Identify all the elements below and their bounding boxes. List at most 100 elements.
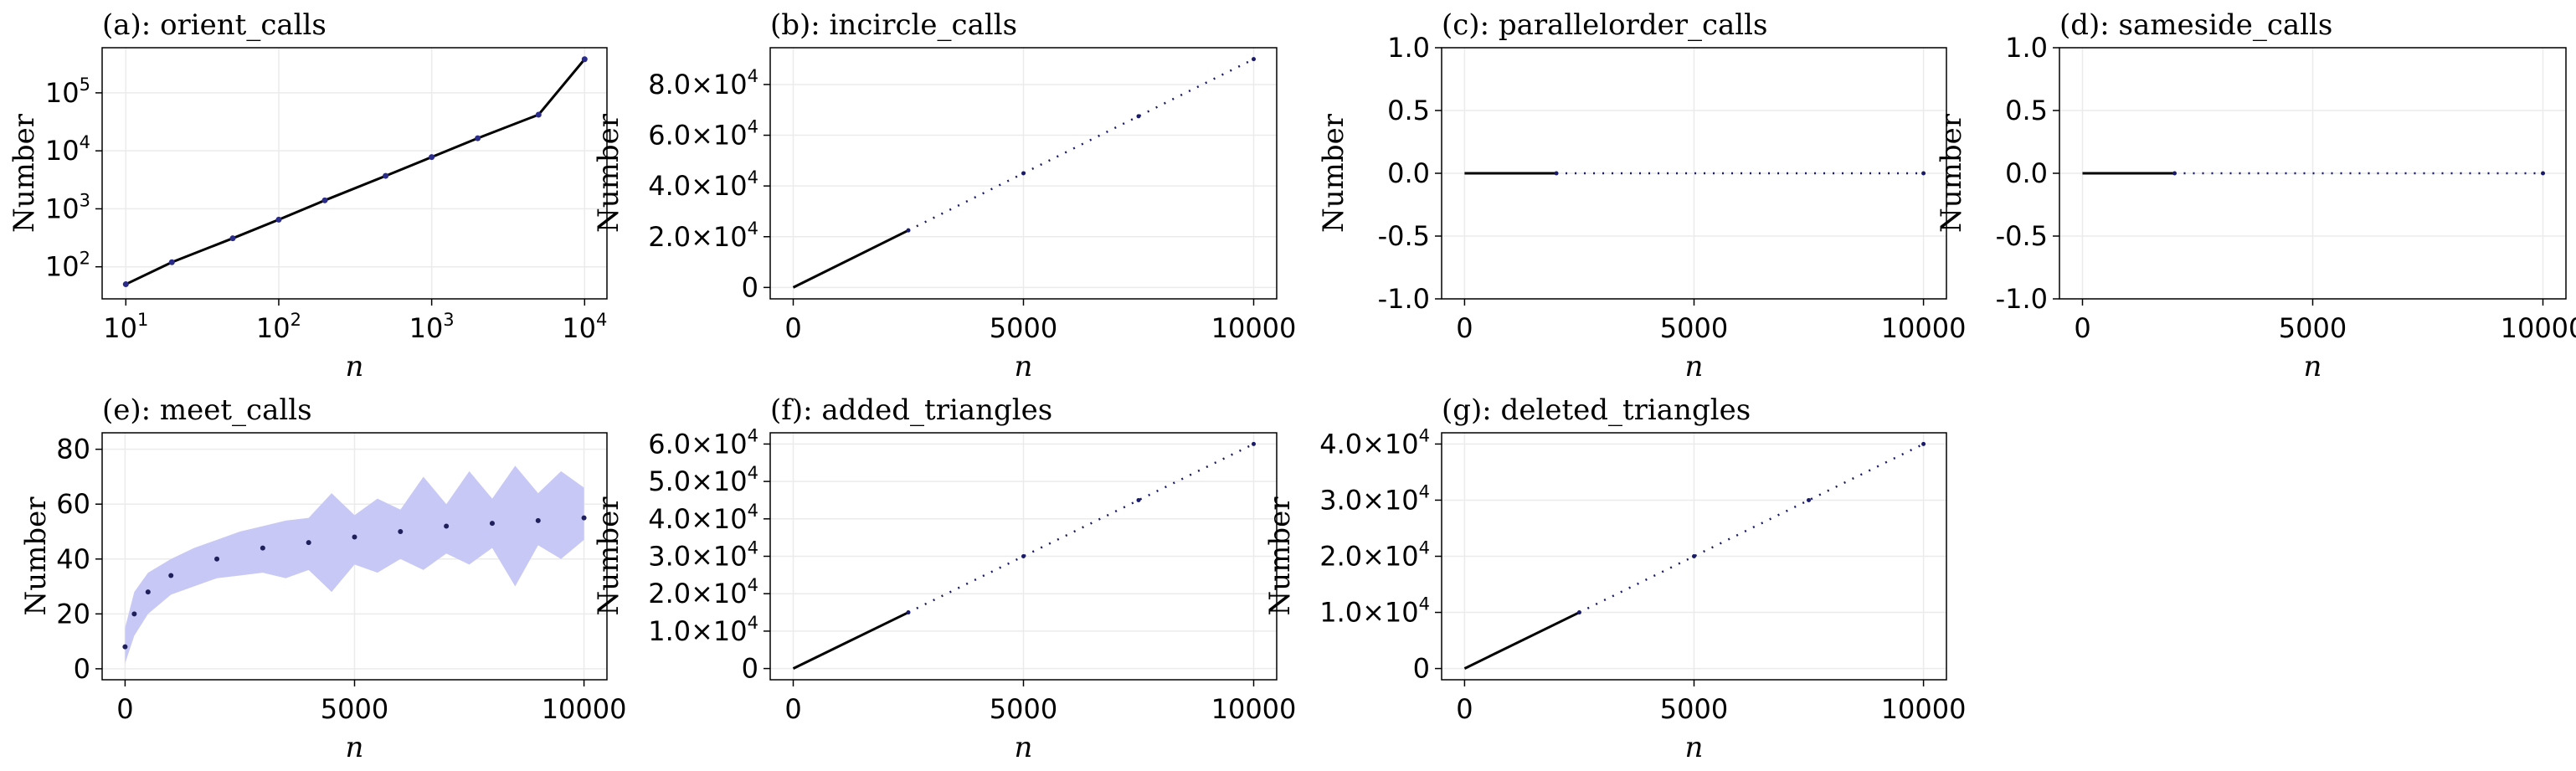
data-point (581, 56, 588, 63)
y-tick-label: 1.0 (1387, 32, 1430, 64)
y-tick-label: 0 (1413, 653, 1430, 685)
y-tick-label: 4.0×104 (648, 167, 758, 202)
panel-b: 0 5000 10000 0 2.0×104 4.0×104 6.0×104 8.0×104 (… (592, 8, 1296, 383)
y-tick-label: 0 (742, 653, 758, 685)
series-line (1463, 611, 1581, 670)
series-line (792, 611, 909, 670)
y-tick-label: 104 (45, 132, 90, 167)
y-tick-label: 5.0×104 (648, 463, 758, 497)
data-point (535, 517, 541, 523)
data-point (1252, 57, 1256, 62)
data-point (2541, 171, 2545, 176)
data-point (131, 611, 137, 617)
y-tick-label: 3.0×104 (1319, 481, 1430, 516)
range-band (125, 465, 584, 664)
x-axis-label: n (346, 731, 364, 764)
y-tick-label: -0.5 (1378, 220, 1430, 252)
y-axis-label: Number (1263, 496, 1297, 616)
data-point (168, 573, 174, 578)
y-tick-label: 60 (56, 488, 90, 520)
x-tick-label: 10000 (1881, 693, 1967, 725)
data-point (1136, 114, 1141, 119)
data-point (1554, 171, 1559, 176)
x-tick-label: 5000 (2279, 312, 2347, 344)
data-point (383, 172, 389, 179)
x-tick-label: 0 (2074, 312, 2090, 344)
panel-title: (g): deleted_triangles (1442, 393, 1751, 427)
y-tick-label: 6.0×104 (648, 117, 758, 152)
x-axis-label: n (1685, 731, 1704, 764)
x-tick-label: 0 (1456, 693, 1473, 725)
y-axis-label: Number (592, 496, 625, 616)
x-axis-label: n (1015, 731, 1033, 764)
y-tick-label: 3.0×104 (648, 538, 758, 573)
data-point (581, 515, 587, 521)
data-point (1021, 554, 1026, 558)
x-axis-label: n (2304, 350, 2322, 383)
data-point (229, 235, 236, 242)
y-axis-label: Number (1317, 113, 1350, 233)
x-axis-label: n (1015, 350, 1033, 383)
y-tick-label: 0 (74, 653, 90, 685)
panel-title: (e): meet_calls (102, 393, 312, 427)
data-point (444, 523, 450, 529)
x-tick-label: 5000 (990, 312, 1057, 344)
data-point (122, 281, 129, 288)
x-tick-label: 0 (784, 693, 801, 725)
x-tick-label: 10000 (1211, 693, 1297, 725)
data-point (321, 197, 328, 203)
x-tick-label: 5000 (1660, 312, 1728, 344)
data-point (535, 111, 542, 118)
data-point (214, 556, 220, 562)
data-point (1136, 497, 1141, 502)
data-point (122, 644, 128, 650)
y-axis-label: Number (1935, 113, 1968, 233)
y-tick-label: 0.0 (1387, 157, 1430, 189)
series-line (125, 58, 586, 285)
x-tick-label: 0 (784, 312, 801, 344)
plot-frame (101, 47, 608, 300)
data-point (352, 534, 357, 540)
data-point (1921, 171, 1926, 176)
y-tick-label: 0.5 (1387, 95, 1430, 126)
y-tick-label: 2.0×104 (648, 218, 758, 253)
y-axis-label: Number (19, 496, 53, 616)
y-tick-label: -1.0 (1996, 283, 2048, 315)
y-axis-label: Number (592, 113, 625, 233)
data-point (1921, 441, 1926, 446)
x-tick-label: 5000 (321, 693, 388, 725)
data-point (906, 610, 911, 615)
x-tick-label: 102 (256, 310, 301, 344)
y-tick-label: 105 (45, 75, 90, 109)
data-point (1692, 554, 1696, 558)
y-tick-label: 1.0×104 (1319, 594, 1430, 629)
data-point (489, 521, 495, 527)
x-tick-label: 5000 (990, 693, 1057, 725)
series-line (792, 229, 909, 289)
x-tick-label: 0 (116, 693, 133, 725)
data-point (168, 259, 175, 265)
panel-g: 0 5000 10000 0 1.0×104 2.0×104 3.0×104 4.0×104 (… (1263, 393, 1966, 764)
panel-d: 0 5000 10000 -1.0 -0.5 0.0 0.5 1.0 (d): sameside… (1935, 8, 2576, 383)
x-tick-label: 5000 (1660, 693, 1728, 725)
data-point (1021, 171, 1026, 176)
x-tick-label: 10000 (1211, 312, 1297, 344)
y-tick-label: 4.0×104 (1319, 425, 1430, 460)
data-point (429, 154, 435, 161)
y-tick-label: 8.0×104 (648, 66, 758, 100)
y-axis-label: Number (8, 113, 41, 233)
y-tick-label: 80 (56, 434, 90, 465)
data-point (306, 540, 311, 546)
y-tick-label: -0.5 (1996, 220, 2048, 252)
data-point (275, 216, 282, 223)
panel-title: (a): orient_calls (102, 8, 326, 42)
y-tick-label: 40 (56, 543, 90, 575)
y-tick-label: 6.0×104 (648, 425, 758, 460)
x-axis-label: n (346, 350, 364, 383)
y-tick-label: 2.0×104 (1319, 538, 1430, 573)
panel-title: (b): incircle_calls (770, 8, 1017, 42)
panel-title: (d): sameside_calls (2059, 8, 2332, 42)
